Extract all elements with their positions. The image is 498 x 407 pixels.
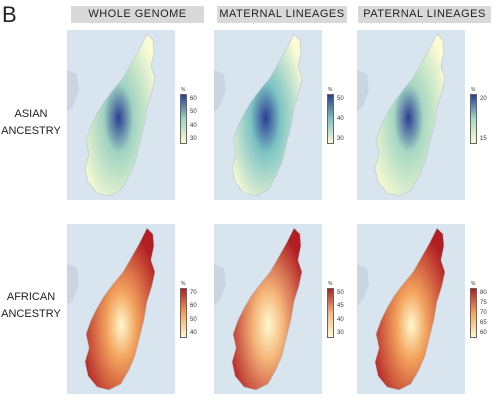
row-label-line: AFRICAN (6, 291, 56, 303)
island-heatmap (374, 227, 446, 391)
mainland-shadow (214, 70, 226, 112)
legend-tick-label: 40 (337, 316, 344, 323)
legend-tick-label: 20 (480, 96, 487, 102)
madagascar-map (357, 30, 465, 200)
map-asian-0 (67, 30, 175, 200)
row-label-asian-ancestry: ASIAN ANCESTRY (0, 106, 62, 140)
legend-tick-label: 80 (480, 290, 487, 296)
row-label-line: ANCESTRY (1, 125, 61, 137)
column-header-paternal-lineages: PATERNAL LINEAGES (358, 6, 491, 23)
legend-tick-label: 40 (337, 116, 344, 122)
island-heatmap (84, 33, 156, 197)
mainland-shadow (67, 264, 79, 306)
legend-tick-label: 45 (337, 303, 344, 310)
island-heatmap (374, 33, 446, 197)
legend-tick-label: 60 (190, 303, 197, 310)
map-african-0 (67, 224, 175, 394)
legend-color-bar (470, 94, 477, 144)
legend-tick-label: 50 (190, 316, 197, 323)
legend-unit: % (471, 281, 476, 287)
row-label-line: ANCESTRY (1, 308, 61, 320)
mainland-shadow (67, 70, 79, 112)
legend-color-bar (470, 288, 477, 338)
island-heatmap (84, 227, 156, 391)
madagascar-map (214, 30, 322, 200)
legend-color-bar (180, 94, 187, 144)
row-label-african-ancestry: AFRICAN ANCESTRY (0, 289, 62, 323)
map-african-2 (357, 224, 465, 394)
legend-tick-label: 60 (480, 330, 487, 336)
map-asian-2 (357, 30, 465, 200)
legend-tick-label: 30 (337, 330, 344, 336)
map-asian-1 (214, 30, 322, 200)
row-label-line: ASIAN (14, 108, 48, 120)
legend-color-bar (180, 288, 187, 338)
column-header-whole-genome: WHOLE GENOME (71, 6, 204, 23)
legend-unit: % (471, 87, 476, 93)
legend-tick-label: 40 (190, 330, 197, 336)
island-heatmap (231, 227, 303, 391)
legend-tick-label: 70 (190, 290, 197, 296)
mainland-shadow (214, 264, 226, 306)
madagascar-map (214, 224, 322, 394)
column-header-maternal-lineages: MATERNAL LINEAGES (217, 6, 347, 23)
madagascar-map (357, 224, 465, 394)
legend-color-bar (327, 94, 334, 144)
legend-tick-label: 60 (190, 96, 197, 102)
legend-tick-label: 70 (480, 310, 487, 316)
legend-unit: % (181, 281, 186, 287)
map-african-1 (214, 224, 322, 394)
legend-tick-label: 50 (337, 96, 344, 102)
legend-tick-label: 30 (337, 136, 344, 142)
legend-unit: % (328, 87, 333, 93)
legend-color-bar (327, 288, 334, 338)
panel-letter: B (2, 2, 17, 27)
legend-tick-label: 40 (190, 122, 197, 129)
legend-unit: % (181, 87, 186, 93)
legend-tick-label: 50 (190, 109, 197, 116)
legend-tick-label: 65 (480, 320, 487, 326)
legend-tick-label: 30 (190, 136, 197, 142)
mainland-shadow (357, 70, 369, 112)
mainland-shadow (357, 264, 369, 306)
island-heatmap (231, 33, 303, 197)
legend-tick-label: 75 (480, 300, 487, 306)
legend-tick-label: 50 (337, 290, 344, 296)
legend-tick-label: 15 (480, 136, 487, 142)
legend-unit: % (328, 281, 333, 287)
madagascar-map (67, 224, 175, 394)
madagascar-map (67, 30, 175, 200)
